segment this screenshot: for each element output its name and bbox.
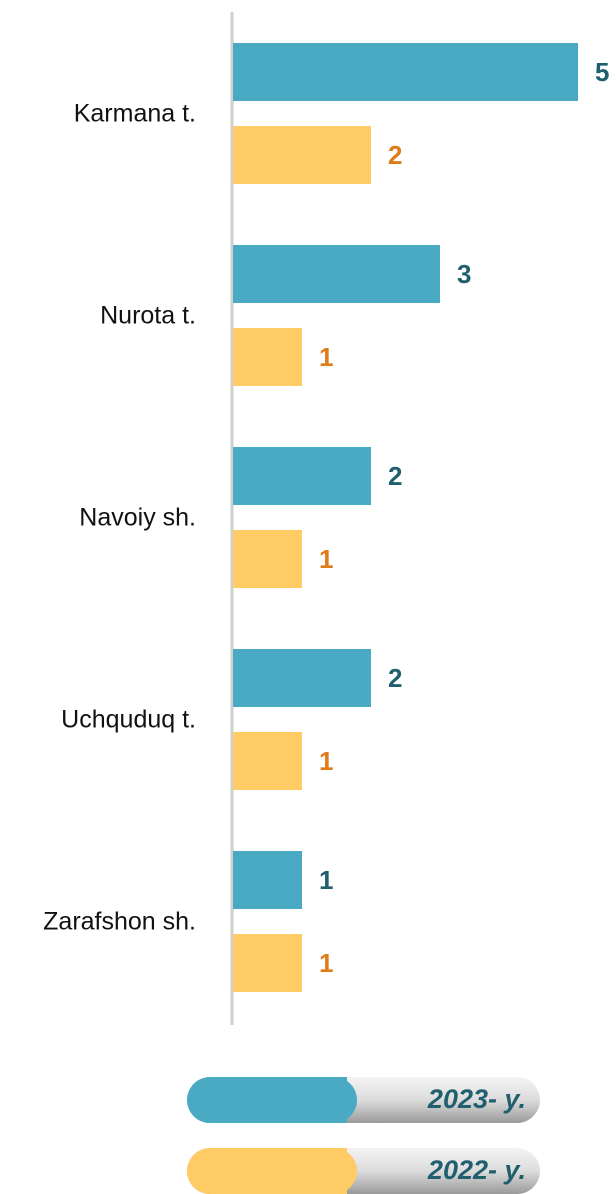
value-label: 2 (388, 140, 402, 170)
bar (233, 732, 302, 790)
bar (233, 245, 440, 303)
value-label: 3 (457, 259, 471, 289)
value-label: 1 (319, 865, 333, 895)
value-label: 2 (388, 663, 402, 693)
bar (233, 328, 302, 386)
value-label: 1 (319, 544, 333, 574)
category-label: Nurota t. (100, 302, 196, 330)
value-label: 1 (319, 342, 333, 372)
bar (233, 447, 371, 505)
value-label: 5 (595, 57, 609, 87)
value-label: 2 (388, 461, 402, 491)
legend-swatch (300, 1148, 347, 1194)
value-label: 1 (319, 948, 333, 978)
bar (233, 649, 371, 707)
category-label: Navoiy sh. (79, 504, 196, 532)
bar (233, 43, 578, 101)
bar (233, 530, 302, 588)
bar (233, 126, 371, 184)
bar (233, 934, 302, 992)
legend-label: 2022- y. (427, 1155, 526, 1185)
category-label: Zarafshon sh. (43, 908, 196, 936)
category-label: Karmana t. (74, 100, 196, 128)
category-label: Uchquduq t. (61, 706, 196, 734)
value-label: 1 (319, 746, 333, 776)
legend-swatch (300, 1077, 347, 1123)
legend-label: 2023- y. (427, 1084, 526, 1114)
bar (233, 851, 302, 909)
